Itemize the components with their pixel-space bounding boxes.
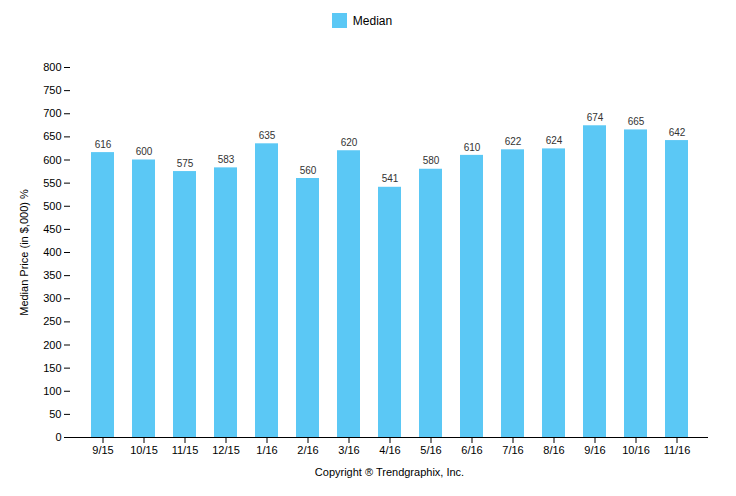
svg-text:Copyright ® Trendgraphix, Inc.: Copyright ® Trendgraphix, Inc. <box>315 466 464 478</box>
svg-text:642: 642 <box>669 127 686 138</box>
svg-text:583: 583 <box>218 154 235 165</box>
svg-text:9/15: 9/15 <box>92 444 113 456</box>
svg-text:674: 674 <box>587 112 604 123</box>
svg-text:500: 500 <box>43 200 61 212</box>
svg-text:750: 750 <box>43 84 61 96</box>
svg-text:622: 622 <box>505 136 522 147</box>
svg-text:7/16: 7/16 <box>502 444 523 456</box>
svg-text:10/15: 10/15 <box>130 444 158 456</box>
svg-text:616: 616 <box>95 139 112 150</box>
svg-text:Median Price (in $,000) %: Median Price (in $,000) % <box>18 189 30 316</box>
svg-text:1/16: 1/16 <box>256 444 277 456</box>
svg-text:600: 600 <box>43 154 61 166</box>
svg-text:620: 620 <box>341 137 358 148</box>
svg-text:650: 650 <box>43 130 61 142</box>
svg-text:624: 624 <box>546 135 563 146</box>
svg-text:541: 541 <box>382 173 399 184</box>
html-text:Median: Median <box>352 13 393 28</box>
svg-text:350: 350 <box>43 269 61 281</box>
svg-text:610: 610 <box>464 142 481 153</box>
svg-text:575: 575 <box>177 158 194 169</box>
svg-text:11/16: 11/16 <box>664 444 691 456</box>
svg-text:11/15: 11/15 <box>172 444 199 456</box>
svg-text:6/16: 6/16 <box>461 444 482 456</box>
svg-text:800: 800 <box>43 61 61 73</box>
svg-text:600: 600 <box>136 146 153 157</box>
svg-text:3/16: 3/16 <box>338 444 359 456</box>
svg-text:700: 700 <box>43 107 61 119</box>
svg-text:100: 100 <box>43 385 61 397</box>
svg-text:9/16: 9/16 <box>584 444 605 456</box>
svg-text:4/16: 4/16 <box>379 444 400 456</box>
svg-text:8/16: 8/16 <box>543 444 564 456</box>
svg-text:400: 400 <box>43 246 61 258</box>
svg-text:250: 250 <box>43 315 61 327</box>
svg-text:450: 450 <box>43 223 61 235</box>
svg-text:10/16: 10/16 <box>622 444 650 456</box>
svg-text:300: 300 <box>43 292 61 304</box>
svg-text:12/15: 12/15 <box>212 444 240 456</box>
svg-text:200: 200 <box>43 339 61 351</box>
svg-text:635: 635 <box>259 130 276 141</box>
svg-text:150: 150 <box>43 362 61 374</box>
svg-text:665: 665 <box>628 116 645 127</box>
svg-text:560: 560 <box>300 165 317 176</box>
svg-text:50: 50 <box>49 408 61 420</box>
svg-text:580: 580 <box>423 155 440 166</box>
svg-text:2/16: 2/16 <box>297 444 318 456</box>
svg-text:0: 0 <box>55 431 61 443</box>
svg-text:5/16: 5/16 <box>420 444 441 456</box>
svg-text:550: 550 <box>43 177 61 189</box>
